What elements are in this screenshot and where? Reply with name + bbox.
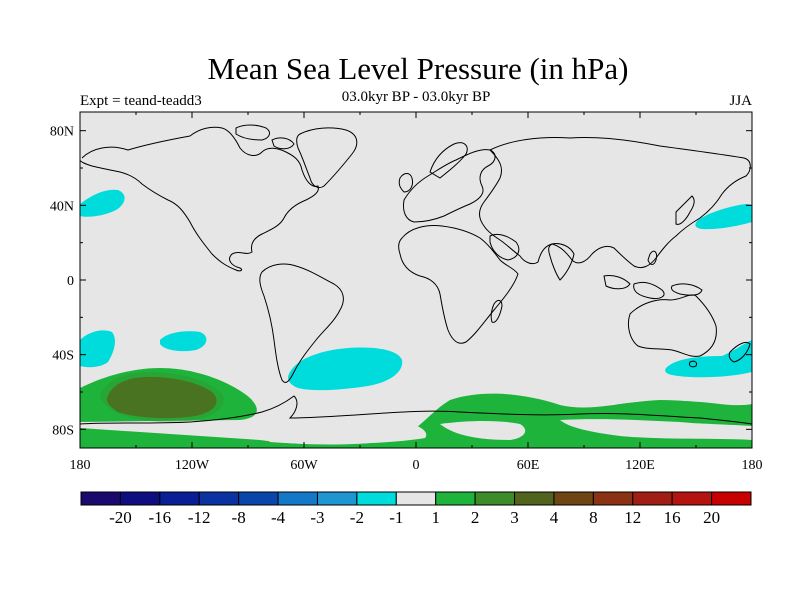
- south-pacific-cyan-west: [80, 330, 115, 368]
- southern-ocean-green-region: [80, 393, 752, 448]
- lat-tick-label: 40S: [52, 349, 74, 364]
- colorbar-swatch: [356, 491, 397, 506]
- lat-tick-label: 0: [67, 274, 74, 289]
- lon-tick-label: 180: [70, 458, 91, 473]
- coastline-india: [548, 243, 575, 281]
- coastline-indonesia: [633, 281, 665, 299]
- colorbar-swatch: [238, 491, 279, 506]
- amundsen-sea-ring: [100, 372, 224, 423]
- colorbar-label: -2: [350, 508, 364, 527]
- colorbar-label: 20: [703, 508, 720, 527]
- lon-tick-label: 180: [742, 458, 763, 473]
- map-plot-area: [80, 112, 752, 448]
- colorbar: -20 -16 -12 -8 -4 -3 -2 -1 1 2 3 4 8 12 16 20: [80, 491, 752, 527]
- colorbar-swatch: [553, 491, 594, 506]
- south-tasman-cyan: [665, 340, 752, 378]
- colorbar-label: 16: [664, 508, 681, 527]
- lat-tick-label: 80S: [52, 423, 74, 438]
- colorbar-label: 3: [510, 508, 519, 527]
- lon-tick-label: 120W: [175, 458, 210, 473]
- lon-tick-label: 60E: [517, 458, 540, 473]
- antarctic-pale-patch: [260, 417, 427, 445]
- coastline-antarctica: [80, 395, 752, 425]
- coastline-arabia: [489, 233, 520, 261]
- amundsen-sea-high-region: [106, 376, 217, 419]
- experiment-label: Expt = teand-teadd3: [80, 93, 202, 109]
- coastline-arctic-islands: [235, 124, 270, 141]
- coastline-new-zealand: [728, 341, 751, 363]
- coastline-uk: [398, 173, 413, 193]
- coastline-africa: [398, 225, 519, 344]
- lat-tick-label: 40N: [50, 199, 74, 214]
- coastline-arctic-islands: [271, 137, 295, 150]
- antarctic-pale-patch: [560, 419, 752, 440]
- period-label: 03.0kyr BP - 03.0kyr BP: [341, 89, 491, 105]
- colorbar-swatch: [671, 491, 713, 506]
- colorbar-swatch: [395, 491, 437, 506]
- south-atlantic-cyan: [288, 347, 403, 391]
- colorbar-label: -8: [232, 508, 246, 527]
- axis-ticks: 180 120W 60W 0 60E 120E 180 80N 40N 0 40S 80S: [50, 112, 763, 473]
- colorbar-label: -1: [389, 508, 403, 527]
- antarctic-pale-patch: [440, 421, 526, 440]
- southern-ocean-green-region: [600, 400, 752, 420]
- colorbar-label: 4: [550, 508, 559, 527]
- colorbar-label: 2: [471, 508, 480, 527]
- colorbar-label: 1: [431, 508, 440, 527]
- colorbar-label: 12: [624, 508, 641, 527]
- coastline-indonesia: [603, 275, 631, 290]
- north-pacific-east-low: [80, 189, 125, 217]
- colorbar-swatch: [514, 491, 555, 506]
- colorbar-label: -16: [148, 508, 171, 527]
- season-label: JJA: [729, 93, 752, 109]
- map-title: Mean Sea Level Pressure (in hPa): [207, 51, 629, 86]
- coastline-japan: [675, 195, 695, 225]
- colorbar-swatch: [119, 491, 161, 506]
- colorbar-label: -20: [109, 508, 132, 527]
- colorbar-swatch: [277, 491, 318, 506]
- colorbar-swatch: [474, 491, 516, 506]
- colorbar-swatch: [592, 491, 634, 506]
- colorbar-label: -12: [188, 508, 211, 527]
- coastline-australia: [627, 294, 717, 357]
- coastline-greenland: [296, 127, 358, 189]
- colorbar-swatch: [435, 491, 476, 506]
- coastline-south-america: [259, 263, 344, 383]
- coastline-madagascar: [490, 299, 503, 323]
- coastline-philippines: [647, 250, 657, 265]
- colorbar-swatch: [632, 491, 673, 506]
- colorbar-swatch: [80, 491, 121, 506]
- lat-tick-label: 80N: [50, 125, 74, 140]
- lon-tick-label: 120E: [625, 458, 655, 473]
- coastline-europe: [403, 149, 496, 223]
- colorbar-swatch: [198, 491, 240, 506]
- coastline-scandinavia: [429, 142, 468, 179]
- lon-tick-label: 0: [413, 458, 420, 473]
- coastline-asia: [479, 136, 751, 269]
- colorbar-swatch: [159, 491, 200, 506]
- colorbar-label: 8: [589, 508, 598, 527]
- colorbar-label: -3: [310, 508, 324, 527]
- coastline-north-america: [80, 126, 319, 272]
- south-pacific-cyan-mid: [160, 331, 207, 352]
- coastline-tasmania: [689, 360, 697, 368]
- colorbar-label: -4: [271, 508, 286, 527]
- colorbar-swatch: [316, 491, 358, 506]
- north-pacific-west-low: [695, 204, 752, 230]
- colorbar-swatch: [711, 491, 752, 506]
- coastlines: [80, 124, 752, 425]
- lon-tick-label: 60W: [290, 458, 318, 473]
